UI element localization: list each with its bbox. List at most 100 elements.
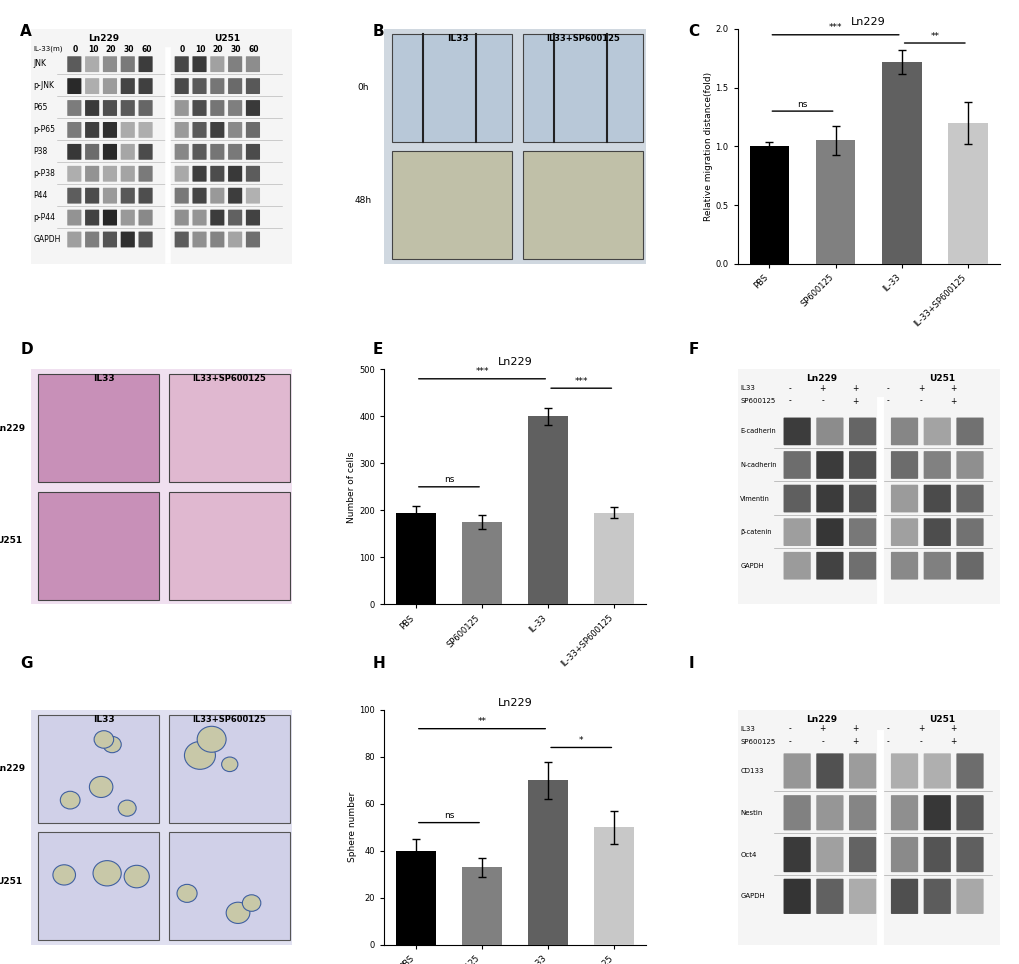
FancyBboxPatch shape [890,417,917,445]
FancyBboxPatch shape [120,188,135,203]
FancyBboxPatch shape [228,209,242,226]
FancyBboxPatch shape [956,519,982,546]
FancyBboxPatch shape [890,879,917,914]
Text: +: + [917,384,923,392]
FancyBboxPatch shape [923,519,950,546]
FancyBboxPatch shape [783,879,810,914]
Text: 30: 30 [123,45,133,54]
Title: Ln229: Ln229 [497,698,532,708]
Text: +: + [950,737,956,746]
FancyBboxPatch shape [174,78,189,94]
Text: 48h: 48h [355,196,371,204]
Bar [169,374,289,482]
FancyBboxPatch shape [956,837,982,872]
Text: SP600125: SP600125 [740,738,774,744]
Circle shape [90,776,113,797]
FancyBboxPatch shape [139,209,153,226]
Bar [39,492,159,600]
Text: +: + [852,737,858,746]
FancyBboxPatch shape [783,451,810,479]
Text: IL33+SP600125: IL33+SP600125 [546,34,620,42]
FancyBboxPatch shape [246,144,260,160]
Circle shape [103,736,121,753]
FancyBboxPatch shape [246,78,260,94]
Text: E: E [372,342,382,358]
FancyBboxPatch shape [848,795,875,830]
FancyBboxPatch shape [174,122,189,138]
Y-axis label: Sphere number: Sphere number [347,792,357,863]
Text: Ln229: Ln229 [805,374,837,383]
FancyBboxPatch shape [890,753,917,789]
Text: ***: *** [475,367,488,377]
FancyBboxPatch shape [67,209,82,226]
FancyBboxPatch shape [120,100,135,116]
Text: 10: 10 [195,45,206,54]
FancyBboxPatch shape [923,417,950,445]
Bar [947,122,986,264]
Bar [391,34,512,142]
Text: ns: ns [443,812,453,820]
Title: Ln229: Ln229 [851,16,886,27]
FancyBboxPatch shape [67,144,82,160]
FancyBboxPatch shape [956,485,982,513]
Circle shape [226,902,250,924]
Circle shape [93,861,121,886]
FancyBboxPatch shape [228,166,242,181]
FancyBboxPatch shape [67,166,82,181]
Text: Nestin: Nestin [740,810,762,816]
Bar [881,62,920,264]
FancyBboxPatch shape [890,519,917,546]
Text: IL33: IL33 [740,386,754,391]
FancyBboxPatch shape [815,837,843,872]
Bar [39,714,159,822]
Bar [523,34,643,142]
Text: -: - [820,737,823,746]
FancyBboxPatch shape [103,209,117,226]
FancyBboxPatch shape [956,417,982,445]
FancyBboxPatch shape [85,56,99,72]
Text: 20: 20 [105,45,116,54]
Bar [391,151,512,259]
FancyBboxPatch shape [210,231,224,248]
FancyBboxPatch shape [246,231,260,248]
FancyBboxPatch shape [85,100,99,116]
FancyBboxPatch shape [228,78,242,94]
FancyBboxPatch shape [228,122,242,138]
Bar [523,151,643,259]
Bar [528,780,568,945]
FancyBboxPatch shape [848,485,875,513]
Text: IL33+SP600125: IL33+SP600125 [193,714,266,724]
Text: -: - [887,384,889,392]
Text: Oct4: Oct4 [740,851,756,858]
FancyBboxPatch shape [174,188,189,203]
Bar [169,714,289,822]
FancyBboxPatch shape [210,100,224,116]
Text: SP600125: SP600125 [740,398,774,404]
Bar [462,868,501,945]
Text: p-JNK: p-JNK [34,81,54,91]
Text: GAPDH: GAPDH [740,894,764,899]
FancyBboxPatch shape [815,519,843,546]
FancyBboxPatch shape [103,78,117,94]
Text: +: + [819,384,825,392]
Circle shape [184,741,215,769]
Text: **: ** [477,717,486,726]
FancyBboxPatch shape [120,144,135,160]
FancyBboxPatch shape [67,56,82,72]
Text: IL33: IL33 [446,34,468,42]
Bar [528,416,568,604]
FancyBboxPatch shape [815,485,843,513]
FancyBboxPatch shape [103,56,117,72]
FancyBboxPatch shape [174,144,189,160]
Text: p-P44: p-P44 [34,213,55,222]
FancyBboxPatch shape [85,166,99,181]
Bar [594,513,634,604]
FancyBboxPatch shape [139,231,153,248]
FancyBboxPatch shape [174,231,189,248]
Text: IL33: IL33 [93,374,114,383]
FancyBboxPatch shape [228,144,242,160]
FancyBboxPatch shape [120,231,135,248]
Text: D: D [20,342,33,358]
Text: ***: *** [574,377,587,386]
Text: +: + [950,384,956,392]
